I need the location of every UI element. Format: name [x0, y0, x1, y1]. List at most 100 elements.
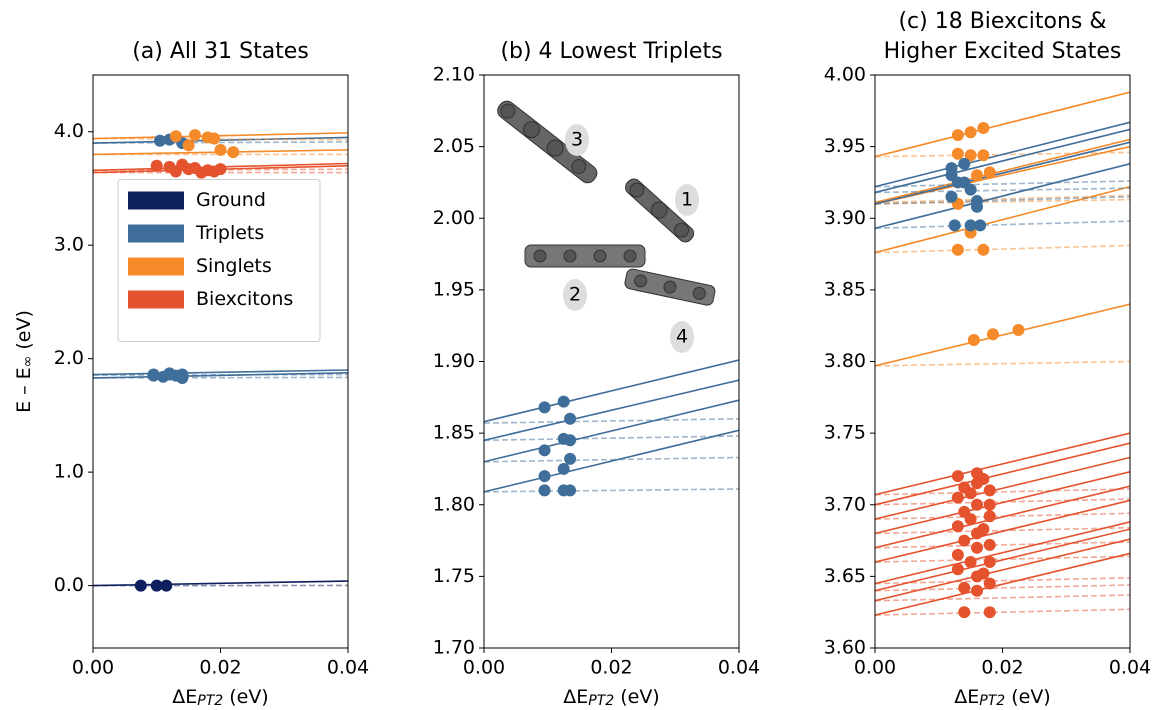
dashed-line	[875, 220, 1130, 230]
fit-line	[875, 128, 1130, 194]
legend-label: Singlets	[196, 255, 272, 277]
point	[971, 498, 983, 511]
point	[958, 157, 971, 170]
point	[977, 523, 990, 536]
dashed-line	[875, 244, 1130, 254]
fit-line	[93, 132, 348, 140]
point	[150, 579, 163, 592]
point	[150, 159, 163, 172]
y-axis-label: E – E∞ (eV)	[13, 310, 37, 413]
fit-line	[875, 432, 1130, 496]
point	[951, 563, 964, 576]
point	[182, 139, 195, 152]
y-tick-label: 2.10	[433, 64, 475, 86]
dashed-line	[875, 180, 1130, 188]
y-axis-label-part: ∞	[20, 356, 36, 368]
point	[538, 401, 551, 414]
y-tick-label: 1.90	[433, 350, 475, 372]
point	[195, 166, 208, 179]
point	[538, 470, 551, 483]
y-tick-label: 1.85	[433, 422, 475, 444]
legend-swatch	[128, 224, 184, 243]
point	[951, 520, 964, 533]
x-axis-label-part: (eV)	[614, 686, 660, 708]
dashed-line	[875, 584, 1130, 592]
point	[958, 481, 971, 494]
dashed-line	[875, 360, 1130, 367]
point	[951, 129, 964, 142]
legend-label: Triplets	[195, 222, 264, 244]
y-axis-label-part: (eV)	[13, 310, 35, 356]
dashed-line	[875, 577, 1130, 585]
y-tick-label: 1.70	[433, 637, 475, 659]
point	[557, 462, 570, 475]
dashed-line	[875, 555, 1130, 563]
dashed-line	[484, 456, 739, 463]
point	[983, 538, 996, 551]
chart-title: (b) 4 Lowest Triplets	[500, 39, 722, 64]
point	[951, 147, 964, 160]
x-axis-label-part: (eV)	[1005, 686, 1051, 708]
x-axis-label-part: PT2	[979, 693, 1005, 709]
legend-swatch	[128, 191, 184, 210]
y-tick-label: 1.80	[433, 493, 475, 515]
point	[971, 541, 983, 554]
point	[176, 368, 189, 381]
point	[964, 219, 977, 232]
y-tick-label: 1.95	[433, 278, 475, 300]
fit-line	[875, 121, 1130, 188]
chart-title: (c) 18 Biexcitons &	[898, 9, 1106, 34]
x-axis-label-part: (eV)	[223, 686, 269, 708]
chart-title: (a) All 31 States	[132, 39, 309, 64]
point	[945, 190, 958, 203]
point	[983, 510, 996, 523]
y-tick-label: 3.90	[824, 207, 866, 229]
y-tick-label: 4.00	[824, 64, 866, 86]
point	[208, 132, 221, 145]
molecules	[497, 100, 716, 353]
chart-title: Higher Excited States	[884, 39, 1122, 64]
plot-area	[93, 129, 348, 592]
point	[977, 149, 990, 162]
annotation: 2	[569, 284, 581, 306]
y-tick-label: 0.0	[54, 574, 84, 596]
point	[227, 146, 240, 159]
point	[977, 472, 990, 485]
fit-line	[875, 442, 1130, 506]
point	[564, 484, 577, 497]
point	[971, 584, 983, 597]
point	[160, 579, 173, 592]
point	[983, 166, 996, 179]
point	[1012, 323, 1025, 336]
fit-line	[93, 136, 348, 144]
point	[147, 369, 160, 382]
y-tick-label: 3.60	[824, 637, 866, 659]
x-tick-label: 0.04	[1109, 657, 1151, 679]
dashed-line	[875, 608, 1130, 616]
point	[538, 444, 551, 457]
fit-line	[875, 141, 1130, 205]
point	[208, 165, 221, 178]
legend-label: Biexcitons	[196, 288, 293, 310]
dashed-line	[875, 187, 1130, 194]
point	[967, 334, 980, 347]
x-tick-label: 0.02	[199, 657, 241, 679]
fit-line	[875, 521, 1130, 585]
legend-swatch	[128, 290, 184, 309]
point	[564, 452, 577, 465]
point	[974, 219, 987, 232]
y-tick-label: 3.70	[824, 493, 866, 515]
point	[964, 556, 977, 569]
x-tick-label: 0.02	[981, 657, 1023, 679]
fit-line	[875, 91, 1130, 158]
x-tick-label: 0.00	[72, 657, 114, 679]
annotation: 1	[681, 189, 693, 211]
point	[951, 470, 964, 483]
point	[964, 126, 977, 139]
annotation: 3	[571, 129, 583, 151]
dashed-line	[875, 512, 1130, 520]
fit-line	[875, 456, 1130, 520]
dashed-line	[875, 194, 1130, 204]
point	[945, 169, 958, 182]
